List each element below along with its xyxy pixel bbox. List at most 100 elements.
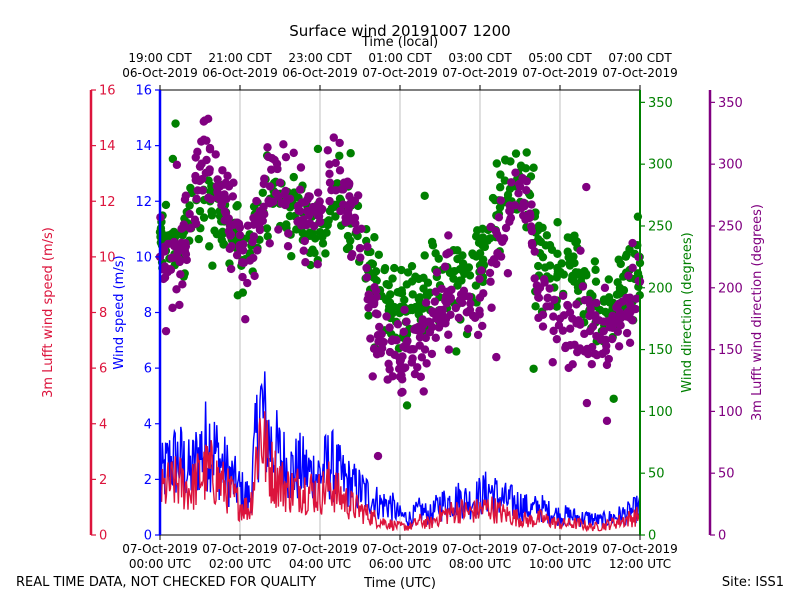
data-point <box>371 267 381 276</box>
data-point <box>430 297 439 306</box>
x-tick-label: 07-Oct-2019 <box>122 542 198 556</box>
lufft-speed-axis-tick-label: 16 <box>99 84 116 99</box>
data-point <box>434 254 443 263</box>
data-point <box>432 268 442 277</box>
data-point <box>438 305 447 315</box>
data-point <box>628 316 637 325</box>
lufft-speed-axis-tick-label: 14 <box>99 139 116 154</box>
data-point <box>466 299 475 308</box>
data-point <box>325 196 334 206</box>
data-point <box>413 363 422 372</box>
data-point <box>534 261 543 271</box>
data-point <box>168 154 178 164</box>
wind-speed-axis-tick-label: 14 <box>135 139 152 154</box>
data-point <box>460 269 469 279</box>
data-point <box>503 269 513 278</box>
data-point <box>177 224 186 233</box>
data-point <box>411 302 420 312</box>
data-point <box>414 294 423 304</box>
data-point <box>534 293 543 302</box>
data-point <box>591 311 600 320</box>
data-point <box>171 119 180 128</box>
wind-speed-axis-tick-label: 16 <box>135 84 152 99</box>
data-point <box>609 394 618 403</box>
data-point <box>592 350 602 360</box>
data-point <box>298 228 307 238</box>
data-point <box>267 165 276 174</box>
data-point <box>238 272 247 282</box>
data-point <box>362 263 371 273</box>
top-x-tick-label: 07-Oct-2019 <box>362 66 438 80</box>
data-point <box>388 274 397 283</box>
data-point <box>248 237 257 247</box>
data-point <box>229 178 238 187</box>
wind-speed-axis-tick-label: 2 <box>144 473 152 488</box>
data-point <box>624 306 634 316</box>
data-point <box>268 197 278 206</box>
data-point <box>626 300 635 309</box>
data-point <box>323 146 333 155</box>
data-point <box>169 241 179 251</box>
data-point <box>549 312 558 321</box>
data-point <box>534 313 543 323</box>
data-point <box>402 317 411 326</box>
lufft-dir-axis-tick-label: 50 <box>718 467 735 482</box>
data-point <box>410 369 420 379</box>
data-point <box>186 183 195 193</box>
data-point <box>259 202 268 212</box>
data-point <box>473 226 482 235</box>
data-point <box>572 300 581 309</box>
data-point <box>539 275 549 284</box>
data-point <box>390 350 399 360</box>
data-point <box>527 200 536 209</box>
data-point <box>514 179 524 189</box>
data-point <box>313 260 322 269</box>
data-point <box>377 329 386 339</box>
data-point <box>487 303 496 312</box>
top-x-tick-label: 07-Oct-2019 <box>442 66 518 80</box>
data-point <box>220 190 229 199</box>
lufft-dir-axis-tick-label: 200 <box>718 281 743 296</box>
data-point <box>538 223 547 232</box>
data-point <box>325 169 334 179</box>
data-point <box>462 308 471 317</box>
data-point <box>385 365 394 374</box>
data-point <box>521 164 531 173</box>
data-point <box>280 190 289 199</box>
data-point <box>576 246 585 255</box>
x-tick-label: 07-Oct-2019 <box>202 542 278 556</box>
data-point <box>372 350 382 359</box>
data-point <box>186 223 196 232</box>
data-point <box>368 259 378 269</box>
data-point <box>487 258 496 267</box>
data-point <box>398 387 407 397</box>
data-point <box>542 302 551 311</box>
data-point <box>574 268 583 277</box>
data-point <box>382 294 392 304</box>
data-point <box>305 228 314 237</box>
data-point <box>624 271 633 280</box>
data-point <box>346 200 356 209</box>
data-point <box>185 209 194 219</box>
data-point <box>331 212 340 221</box>
data-point <box>213 193 222 202</box>
data-point <box>548 358 557 367</box>
wind-speed-axis-tick-label: 10 <box>135 250 152 265</box>
data-point <box>506 157 515 166</box>
data-point <box>271 189 281 198</box>
top-x-tick-label: 07-Oct-2019 <box>522 66 598 80</box>
x-tick-label: 07-Oct-2019 <box>522 542 598 556</box>
data-point <box>379 337 388 347</box>
data-point <box>178 231 187 240</box>
data-point <box>181 191 191 200</box>
data-point <box>394 364 404 374</box>
data-point <box>264 152 273 162</box>
data-point <box>444 231 453 240</box>
x-tick-label: 02:00 UTC <box>209 557 271 571</box>
data-point <box>342 244 352 254</box>
data-point <box>313 144 323 154</box>
data-point <box>572 319 581 328</box>
data-point <box>227 241 236 251</box>
data-point <box>374 250 384 259</box>
data-point <box>588 322 598 331</box>
